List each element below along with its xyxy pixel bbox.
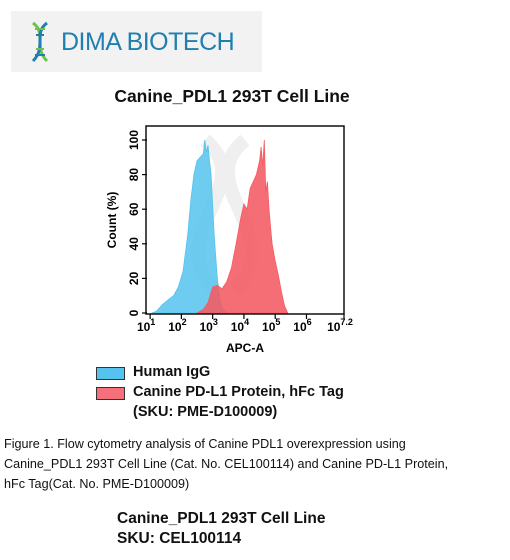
- legend-swatch: [96, 387, 125, 400]
- legend-label: Human IgG: [133, 364, 211, 380]
- plot-frame: [145, 125, 345, 315]
- y-tick-label: 100: [127, 130, 141, 150]
- x-tick-label: 103: [199, 317, 217, 334]
- x-tick-label: 105: [262, 317, 280, 334]
- caption-line: Figure 1. Flow cytometry analysis of Can…: [4, 437, 406, 451]
- flow-cytometry-histogram: 0 20 40 60 80 100 101 102 103 104 105 106 107.2 Cou…: [105, 125, 353, 355]
- y-tick-label: 40: [127, 237, 141, 251]
- logo-text: DIMA BIOTECH: [61, 28, 235, 56]
- x-tick-label: 106: [293, 317, 311, 334]
- legend-label-sku: (SKU: PME-D100009): [133, 404, 278, 420]
- x-tick-label: 102: [168, 317, 186, 334]
- x-axis-label: APC-A: [226, 341, 264, 355]
- x-tick-label: 101: [137, 317, 155, 334]
- chart-title: Canine_PDL1 293T Cell Line: [114, 86, 350, 106]
- y-tick-label: 80: [127, 168, 141, 182]
- series-area-canine-pdl1: [195, 139, 289, 314]
- x-tick-label: 104: [231, 317, 249, 334]
- y-tick-label: 60: [127, 202, 141, 216]
- brand-logo: DIMA BIOTECH: [11, 11, 262, 72]
- caption-line: hFc Tag(Cat. No. PME-D100009): [4, 477, 190, 491]
- product-footer: Canine_PDL1 293T Cell Line SKU: CEL10011…: [117, 509, 325, 549]
- y-tick-label: 0: [127, 309, 141, 316]
- x-axis: 101 102 103 104 105 106 107.2: [137, 314, 353, 334]
- dna-helix-icon: [31, 21, 49, 63]
- product-sku: SKU: CEL100114: [117, 530, 242, 547]
- caption-line: Canine_PDL1 293T Cell Line (Cat. No. CEL…: [4, 457, 449, 471]
- y-axis: 0 20 40 60 80 100: [127, 130, 147, 316]
- y-tick-label: 20: [127, 271, 141, 285]
- legend-label: Canine PD-L1 Protein, hFc Tag: [133, 384, 344, 400]
- product-name: Canine_PDL1 293T Cell Line: [117, 510, 326, 527]
- figure-caption: Figure 1. Flow cytometry analysis of Can…: [4, 434, 504, 494]
- series-layer: [151, 139, 289, 314]
- y-axis-label: Count (%): [105, 192, 119, 249]
- legend-swatch: [96, 367, 125, 380]
- x-tick-label: 107.2: [327, 317, 353, 334]
